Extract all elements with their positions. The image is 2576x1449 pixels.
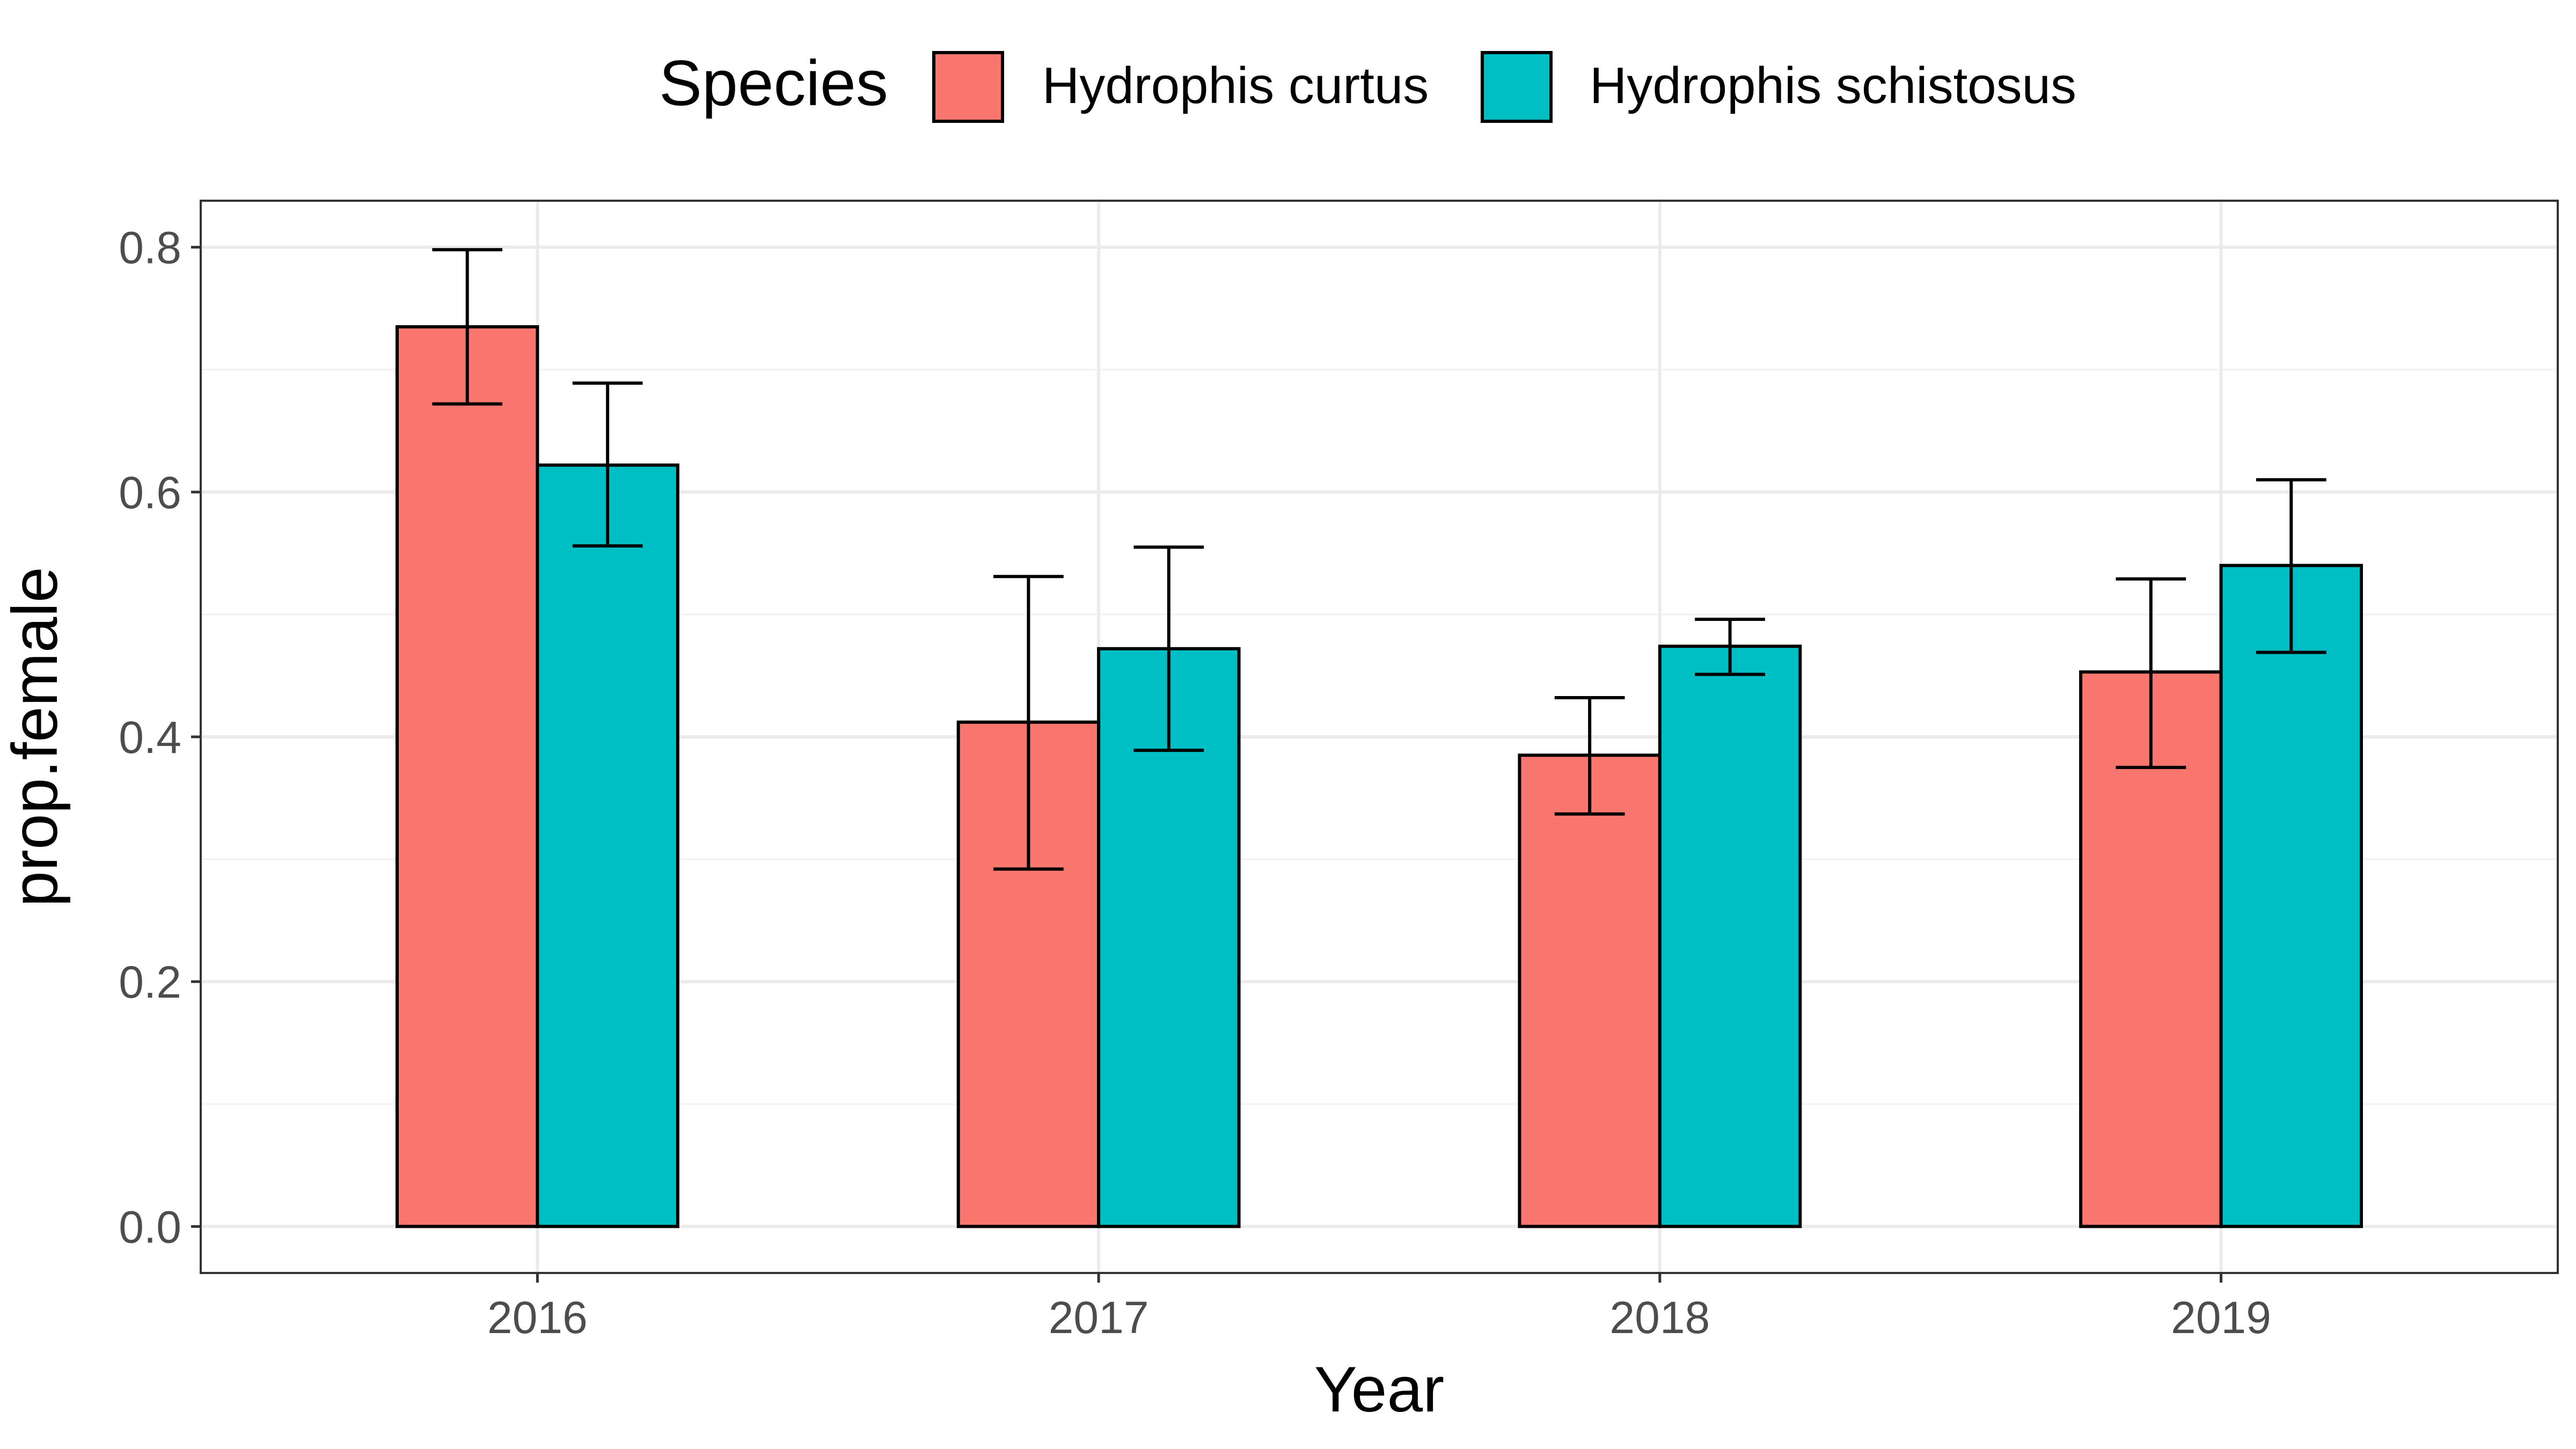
x-tick-label: 2018: [1609, 1292, 1710, 1343]
errorbar-hydrophis-curtus-2018: [1554, 696, 1625, 816]
plot-panel: [200, 200, 2559, 1274]
x-tick-label: 2019: [2171, 1292, 2271, 1343]
x-tick-label: 2017: [1049, 1292, 1149, 1343]
bar-hydrophis-schistosus-2019: [2219, 564, 2363, 1228]
bar-hydrophis-schistosus-2018: [1658, 645, 1802, 1228]
errorbar-hydrophis-schistosus-2017: [1133, 545, 1204, 752]
errorbar-hydrophis-curtus-2016: [432, 248, 503, 406]
errorbar-hydrophis-schistosus-2018: [1695, 618, 1765, 676]
errorbar-hydrophis-schistosus-2019: [2256, 478, 2326, 654]
legend-label-hydrophis-schistosus: Hydrophis schistosus: [1590, 57, 2076, 114]
legend-key-hydrophis-curtus: [932, 51, 1004, 123]
x-axis-title: Year: [1314, 1353, 1444, 1425]
y-tick-label: 0.0: [119, 1202, 181, 1252]
errorbar-hydrophis-curtus-2019: [2116, 577, 2186, 770]
y-axis: 0.0 0.2 0.4 0.6 0.8: [119, 223, 201, 1252]
y-tick-label: 0.8: [119, 223, 181, 273]
y-tick-label: 0.6: [119, 467, 181, 518]
error-bars: [432, 248, 2326, 871]
y-tick-label: 0.2: [119, 957, 181, 1007]
x-axis: 2016 2017 2018 2019: [487, 1273, 2271, 1343]
errorbar-hydrophis-curtus-2017: [993, 575, 1064, 871]
legend-key-hydrophis-schistosus: [1481, 51, 1553, 123]
y-tick-label: 0.4: [119, 712, 181, 763]
legend-label-hydrophis-curtus: Hydrophis curtus: [1042, 57, 1429, 114]
bar-hydrophis-schistosus-2016: [536, 463, 679, 1228]
y-axis-title: prop.female: [0, 567, 71, 907]
legend: Species Hydrophis curtus Hydrophis schis…: [659, 47, 2076, 123]
bar-hydrophis-curtus-2018: [1518, 753, 1662, 1228]
bar-hydrophis-curtus-2016: [396, 325, 539, 1228]
errorbar-hydrophis-schistosus-2016: [572, 381, 643, 548]
legend-title: Species: [659, 47, 888, 119]
x-tick-label: 2016: [487, 1292, 588, 1343]
